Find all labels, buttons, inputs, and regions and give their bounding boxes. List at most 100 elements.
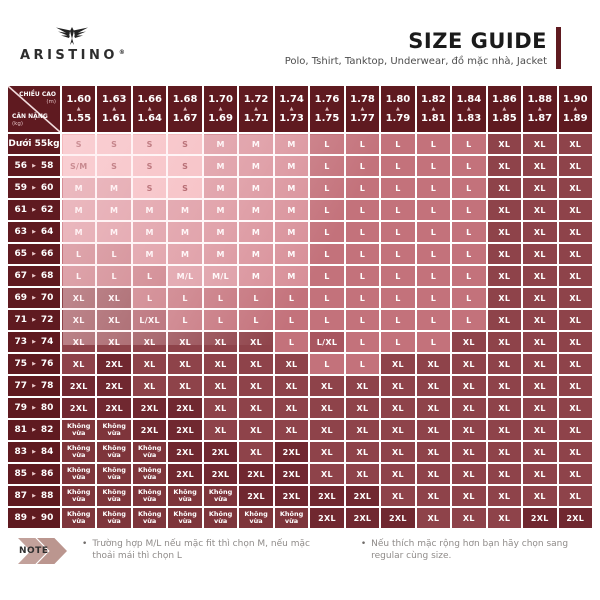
right-triangle-icon: ▶ — [32, 206, 36, 213]
size-cell: L — [310, 222, 344, 242]
size-cell: M — [168, 244, 202, 264]
size-cell: S — [168, 134, 202, 154]
size-cell: L — [168, 310, 202, 330]
size-cell: L/XL — [310, 332, 344, 352]
size-cell: XL — [416, 398, 451, 418]
size-cell: L — [416, 178, 451, 198]
row-label: 75 ▶ 76 — [8, 354, 60, 374]
col-header: 1.72 ▲ 1.71 — [239, 86, 273, 132]
right-triangle-icon: ▶ — [32, 514, 36, 521]
size-cell: L — [452, 156, 486, 176]
size-cell: L — [345, 266, 380, 286]
size-cell: XL — [310, 398, 344, 418]
up-triangle-icon: ▲ — [289, 105, 294, 112]
row-label: 69 ▶ 70 — [8, 288, 60, 308]
size-cell: XL — [523, 464, 557, 484]
size-cell: Không vừa — [97, 464, 131, 484]
size-cell: S/M — [62, 156, 96, 176]
size-cell: L — [381, 332, 415, 352]
size-cell: L — [132, 288, 167, 308]
size-cell: L — [452, 134, 486, 154]
size-cell: XL — [416, 376, 451, 396]
up-triangle-icon: ▲ — [325, 105, 329, 112]
size-cell: XL — [452, 508, 486, 528]
size-cell: L — [416, 200, 451, 220]
size-cell: 2XL — [310, 486, 344, 506]
right-triangle-icon: ▶ — [32, 470, 36, 477]
col-header: 1.70 ▲ 1.69 — [203, 86, 238, 132]
size-cell: XL — [558, 376, 592, 396]
note-label: NOTE — [19, 546, 49, 556]
size-cell: XL — [558, 398, 592, 418]
size-cell: XL — [487, 266, 522, 286]
size-cell: 2XL — [381, 508, 415, 528]
size-cell: XL — [62, 354, 96, 374]
size-cell: 2XL — [239, 464, 273, 484]
size-cell: Không vừa — [168, 486, 202, 506]
size-cell: 2XL — [203, 442, 238, 462]
size-cell: L — [381, 134, 415, 154]
size-cell: L — [345, 134, 380, 154]
size-cell: XL — [523, 398, 557, 418]
size-cell: Không vừa — [168, 508, 202, 528]
size-cell: XL — [274, 398, 309, 418]
size-cell: XL — [487, 464, 522, 484]
size-cell: XL — [558, 442, 592, 462]
right-triangle-icon: ▶ — [32, 338, 36, 345]
size-cell: XL — [345, 376, 380, 396]
size-cell: L — [345, 178, 380, 198]
title-block: SIZE GUIDE Polo, Tshirt, Tanktop, Underw… — [285, 27, 561, 69]
size-cell: XL — [487, 244, 522, 264]
brand-name: ARISTINO® — [20, 48, 125, 63]
size-cell: XL — [487, 398, 522, 418]
size-cell: 2XL — [203, 464, 238, 484]
size-cell: XL — [239, 398, 273, 418]
size-cell: XL — [203, 376, 238, 396]
size-cell: L — [452, 266, 486, 286]
size-cell: M — [168, 222, 202, 242]
size-cell: XL — [558, 222, 592, 242]
size-cell: L — [381, 310, 415, 330]
size-cell: XL — [310, 420, 344, 440]
size-cell: L — [452, 288, 486, 308]
col-header: 1.74 ▲ 1.73 — [274, 86, 309, 132]
size-cell: XL — [523, 156, 557, 176]
size-cell: XL — [558, 266, 592, 286]
row-label: 83 ▶ 84 — [8, 442, 60, 462]
size-cell: M — [239, 178, 273, 198]
col-header: 1.84 ▲ 1.83 — [452, 86, 486, 132]
size-cell: XL — [239, 332, 273, 352]
size-cell: L — [239, 310, 273, 330]
size-cell: XL — [523, 376, 557, 396]
size-cell: L — [416, 310, 451, 330]
size-cell: L — [345, 156, 380, 176]
size-cell: Không vừa — [62, 486, 96, 506]
size-cell: L — [452, 222, 486, 242]
right-triangle-icon: ▶ — [32, 404, 36, 411]
size-cell: XL — [487, 332, 522, 352]
size-cell: S — [168, 178, 202, 198]
right-triangle-icon: ▶ — [32, 250, 36, 257]
col-header: 1.90 ▲ 1.89 — [558, 86, 592, 132]
size-cell: 2XL — [274, 464, 309, 484]
size-cell: M — [239, 266, 273, 286]
size-cell: 2XL — [62, 376, 96, 396]
size-cell: Không vừa — [97, 508, 131, 528]
size-cell: M — [274, 156, 309, 176]
row-label: 85 ▶ 86 — [8, 464, 60, 484]
size-cell: L — [62, 266, 96, 286]
row-label: 59 ▶ 60 — [8, 178, 60, 198]
size-cell: Không vừa — [62, 508, 96, 528]
row-label: 77 ▶ 78 — [8, 376, 60, 396]
size-cell: XL — [345, 442, 380, 462]
size-cell: M — [274, 134, 309, 154]
size-cell: Không vừa — [62, 442, 96, 462]
size-cell: XL — [345, 464, 380, 484]
col-header: 1.88 ▲ 1.87 — [523, 86, 557, 132]
size-cell: L — [274, 332, 309, 352]
up-triangle-icon: ▲ — [395, 105, 400, 112]
size-cell: XL — [203, 354, 238, 374]
size-cell: XL — [310, 376, 344, 396]
size-cell: M — [97, 178, 131, 198]
